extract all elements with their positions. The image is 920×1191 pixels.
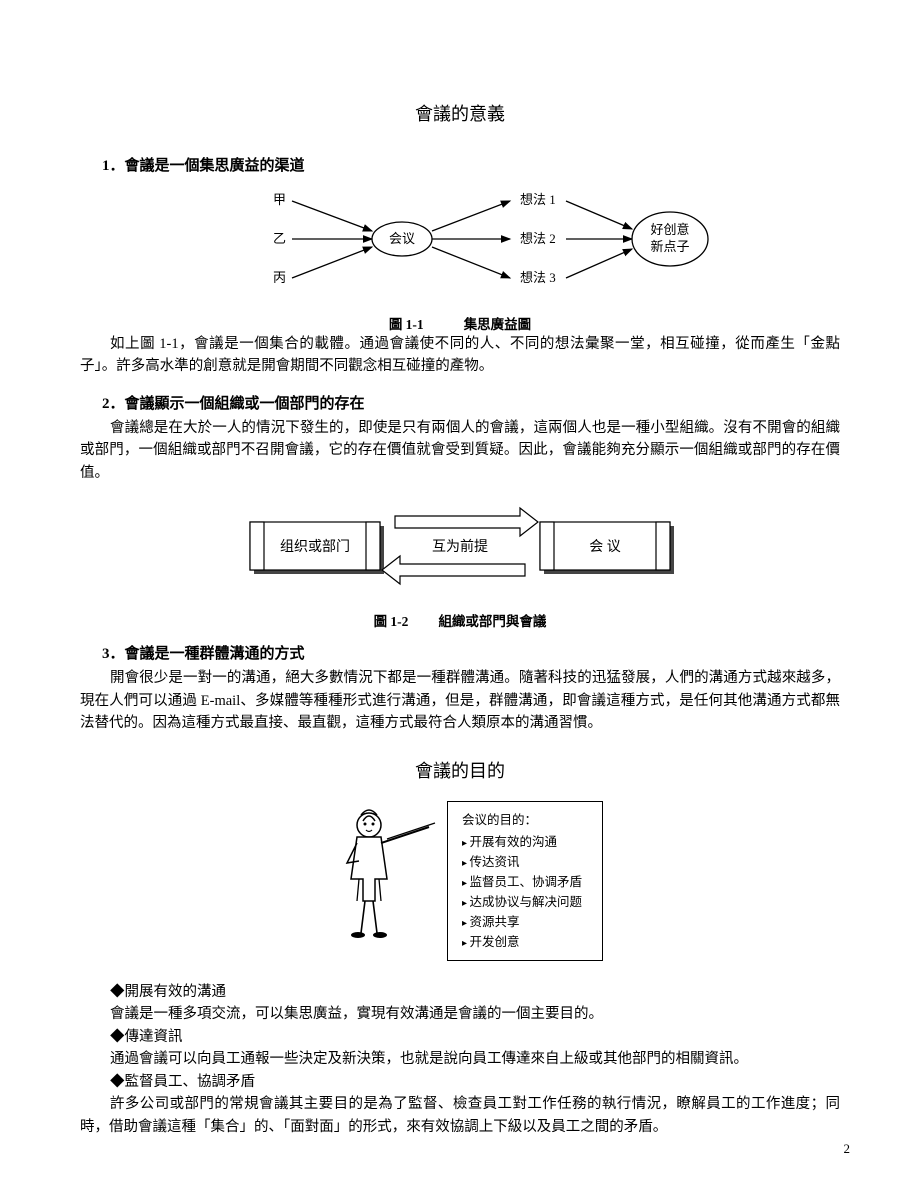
purpose-box: 会议的目的： 开展有效的沟通 传达资讯 监督员工、协调矛盾 达成协议与解决问题 … xyxy=(447,801,603,961)
figure-2: 组织或部门 会 议 互为前提 xyxy=(80,494,840,604)
paragraph-1: 如上圖 1-1，會議是一個集合的載體。通過會議使不同的人、不同的想法彙聚一堂，相… xyxy=(80,333,840,378)
purpose-item: 达成协议与解决问题 xyxy=(462,892,582,912)
bullet-1-heading: ◆開展有效的溝通 xyxy=(80,981,840,1003)
page-number: 2 xyxy=(844,1141,851,1157)
section-1-heading: 1．會議是一個集思廣益的渠道 xyxy=(80,154,840,175)
presenter-illustration xyxy=(317,801,437,951)
fig1-left-1: 乙 xyxy=(273,231,286,246)
bullet-2-text: 通過會議可以向員工通報一些決定及新決策，也就是說向員工傳達來自上級或其他部門的相… xyxy=(80,1048,840,1070)
purpose-item: 开展有效的沟通 xyxy=(462,832,582,852)
purpose-item: 监督员工、协调矛盾 xyxy=(462,872,582,892)
purpose-item: 传达资讯 xyxy=(462,852,582,872)
fig1-mid-2: 想法 3 xyxy=(520,270,556,285)
fig1-left-0: 甲 xyxy=(273,192,286,207)
fig1-right-2: 新点子 xyxy=(650,239,689,254)
figure-1: 甲 乙 丙 会议 想法 1 想法 2 想法 3 好创意 新点子 xyxy=(80,179,840,307)
paragraph-2: 會議總是在大於一人的情況下發生的，即使是只有兩個人的會議，這兩個人也是一種小型組… xyxy=(80,417,840,484)
fig1-cap-a: 圖 1-1 xyxy=(389,317,424,332)
purpose-group: 会议的目的： 开展有效的沟通 传达资讯 监督员工、协调矛盾 达成协议与解决问题 … xyxy=(80,801,840,961)
fig1-right-1: 好创意 xyxy=(650,222,689,237)
paragraph-3: 開會很少是一對一的溝通，絕大多數情況下都是一種群體溝通。隨著科技的迅猛發展，人們… xyxy=(80,667,840,734)
purpose-item: 资源共享 xyxy=(462,912,582,932)
fig1-center: 会议 xyxy=(389,231,415,246)
fig2-cap-b: 組織或部門與會議 xyxy=(438,614,546,629)
fig1-left-2: 丙 xyxy=(273,270,286,285)
section-2-heading: 2．會議顯示一個組織或一個部門的存在 xyxy=(80,392,840,413)
page-title-2: 會議的目的 xyxy=(80,757,840,783)
fig1-mid-0: 想法 1 xyxy=(520,192,556,207)
bullet-3-text: 許多公司或部門的常規會議其主要目的是為了監督、檢查員工對工作任務的執行情況，瞭解… xyxy=(80,1093,840,1138)
section-3-heading: 3．會議是一種群體溝通的方式 xyxy=(80,642,840,663)
fig2-left: 组织或部门 xyxy=(280,539,350,555)
fig1-mid-1: 想法 2 xyxy=(520,231,556,246)
purpose-box-title: 会议的目的： xyxy=(462,810,582,830)
figure-1-caption: 圖 1-1 集思廣益圖 xyxy=(80,313,840,333)
fig1-cap-b: 集思廣益圖 xyxy=(464,317,532,332)
bullet-1-text: 會議是一種多項交流，可以集思廣益，實現有效溝通是會議的一個主要目的。 xyxy=(80,1003,840,1025)
page-title-1: 會議的意義 xyxy=(80,100,840,126)
purpose-item: 开发创意 xyxy=(462,932,582,952)
bullet-2-heading: ◆傳達資訊 xyxy=(80,1026,840,1048)
fig2-arrow-label: 互为前提 xyxy=(432,538,488,555)
figure-2-caption: 圖 1-2 組織或部門與會議 xyxy=(80,610,840,630)
bullet-3-heading: ◆監督員工、協調矛盾 xyxy=(80,1071,840,1093)
fig2-right: 会 议 xyxy=(589,539,621,555)
fig2-cap-a: 圖 1-2 xyxy=(374,614,409,629)
